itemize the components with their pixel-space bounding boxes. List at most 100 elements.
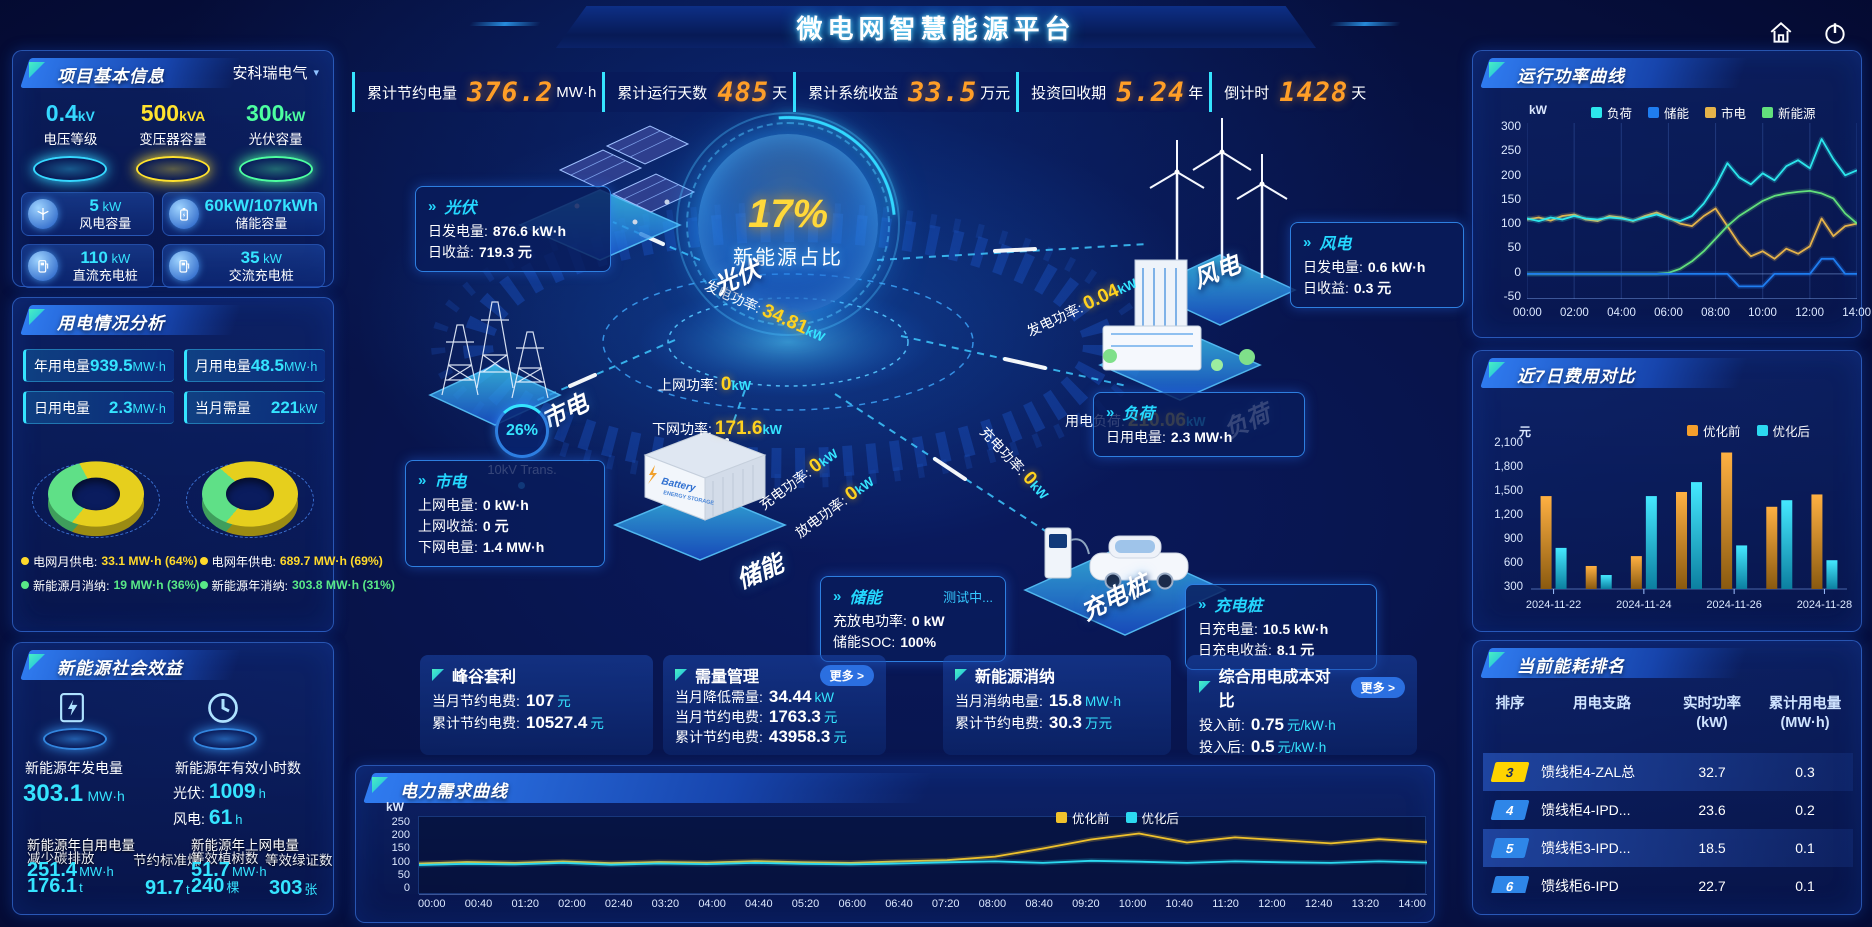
capacity-label: 交流充电桩 [228,267,294,283]
capacity-unit: kW [259,251,282,267]
benefit-value: 303.1 MW·h [23,780,125,807]
y-tick: 0 [403,881,410,894]
card-stat-row: 当月降低需量: 34.44 kW [675,687,874,707]
branch-name: 馈线柜6-IPD [1541,878,1619,893]
usage-stat-unit: MW·h [132,359,166,374]
usage-stat-value: 2.3MW·h [108,397,166,417]
x-tick: 09:20 [1072,898,1100,910]
capacity-pedestals: 0.4kV 电压等级 500kVA 变压器容量 300kW 光伏容量 [13,92,333,182]
capacity-card-text: 5 kW 风电容量 [64,196,147,231]
hub-dashed-ring [686,122,890,326]
x-tick: 04:40 [745,898,773,910]
table-row[interactable]: 3 馈线柜4-ZAL总 32.7 0.3 [1483,753,1853,791]
kpi-unit: MW·h [556,83,597,101]
legend-item[interactable]: 优化前 [1687,421,1741,440]
card-corner-icon [675,669,687,681]
pedestal-number: 300 [245,100,285,126]
card-title-row: 新能源消纳 [955,663,1159,687]
panel-power-curve: 运行功率曲线 kW 负荷 储能 市电 新能源 300 250 200 150 100 50 0 -5… [1472,50,1871,338]
card-demand-management: 需量管理 更多 > 当月降低需量: 34.44 kW 当月节约电费: 1763.3 元累计节约… [663,655,886,755]
legend-item[interactable]: 优化前 [1056,808,1110,827]
more-button[interactable]: 更多 > [819,664,874,686]
legend-swatch [1056,812,1067,823]
benefit-label: 等效绿证数 [265,853,333,868]
panel-title: 用电情况分析 [57,314,165,333]
panel-header: 近7日费用对比 [1477,354,1857,392]
pedestal-value: 500kVA [122,100,225,127]
hub-outer-ring [676,112,900,336]
kpi-label: 累计运行天数 [617,84,708,102]
legend-value: 303.8 MW·h (31%) [292,578,395,592]
arrow-icon: » [833,587,842,605]
infobox-grid: » 市电 上网电量: 0 kW·h 上网收益: 0 元 下网电量: 1.4 MW·h [405,460,605,567]
column-unit: (kW) [1696,715,1728,731]
cost-compare-legend: 优化前 优化后 [1687,421,1810,440]
x-tick: 2024-11-22 [1525,599,1582,611]
y-axis-label: kW [386,800,404,814]
stat-unit: 元 [590,716,604,731]
table-row[interactable]: 5 馈线柜3-IPD... 18.5 0.1 [1483,829,1853,867]
ranking-column-header: 用电支路 [1537,695,1667,733]
stat-label: 当月降低需量: [675,689,763,705]
rank-badge: 3 [1490,762,1530,782]
stat-unit: 元 [833,730,847,745]
y-tick: 50 [1507,240,1521,255]
x-tick: 03:20 [651,898,680,910]
demand-chart-plot [418,816,1428,895]
benefit-value: 176.1 t [27,875,83,897]
card-title-row: 峰谷套利 [432,663,641,687]
legend-item[interactable]: 新能源 [1762,103,1816,122]
stat-unit: MW·h [1084,694,1121,709]
legend-item[interactable]: 储能 [1648,103,1689,122]
power-curve-legend: 负荷 储能 市电 新能源 [1591,103,1816,122]
pedestal-value: 0.4kV [19,100,122,127]
legend-item[interactable]: 负荷 [1591,103,1632,122]
legend-name: 负荷 [1607,107,1633,121]
home-button[interactable] [1764,16,1798,50]
legend-value: 19 MW·h (36%) [113,578,200,592]
storage-status: 测试中... [943,589,993,605]
panel-cost-compare: 近7日费用对比 元 优化前 优化后 2,100 1,800 1,500 1,200 900… [1472,350,1862,632]
card-corner-icon [1199,681,1211,693]
legend-name: 新能源 [1778,107,1816,121]
column-title: 累计用电量 [1768,696,1842,712]
legend-name: 优化前 [1072,812,1110,826]
panel-title: 运行功率曲线 [1517,67,1625,86]
capacity-number: 60kW/107kWh [204,196,318,216]
stat-value: 0.5 [1250,737,1275,756]
x-tick: 13:20 [1351,898,1380,910]
legend-item[interactable]: 市电 [1705,103,1746,122]
donut-legend: 电网月供电: 33.1 MW·h (64%) 电网年供电: 689.7 MW·h … [13,542,395,594]
capacity-card: 60kW/107kWh 储能容量 [161,192,325,236]
table-row[interactable]: 6 馈线柜6-IPD 22.7 0.1 [1483,867,1853,893]
usage-stat-box: 日用电量 2.3MW·h [23,391,174,424]
stat-label: 投入前: [1199,717,1245,733]
legend-item[interactable]: 优化后 [1125,808,1179,827]
kpi-unit: 天 [1351,84,1367,102]
pedestal-glow [136,156,210,182]
ranking-column-header: 实时功率 (kW) [1667,695,1757,733]
capacity-label: 风电容量 [79,215,132,231]
x-tick: 06:00 [1654,307,1683,319]
company-dropdown[interactable]: 安科瑞电气 ▾ [232,62,319,83]
pedestal-value: 300kW [224,100,327,127]
benefit-generation: 新能源年发电量 303.1 MW·h [23,688,173,832]
usage-stats: 年用电量 939.5MW·h 月用电量 48.5MW·h 日用电量 2.3MW·h 当月需量… [13,339,333,424]
power-button[interactable] [1818,16,1852,50]
capacity-unit: kW [107,251,131,267]
stat-value: 1763.3 [768,707,821,726]
y-tick: 200 [391,829,410,842]
benefit-bottom-glitched-rows: 新能源年自用电量 减少碳排放 节约标准煤 251.4 MW·h 176.1 t 91… [13,834,333,899]
panel-usage-analysis: 用电情况分析 年用电量 939.5MW·h 月用电量 48.5MW·h 日用电量 2.3M… [12,297,395,632]
legend-item[interactable]: 优化后 [1756,421,1810,440]
x-tick: 06:40 [885,898,913,910]
more-button[interactable]: 更多 > [1350,676,1405,698]
infobox-wind: » 风电 日发电量: 0.6 kW·h 日收益: 0.3 元 [1290,222,1464,308]
benefit-label: 新能源年有效小时数 [175,760,301,776]
card-corner-icon [955,669,967,681]
x-tick: 10:00 [1118,898,1147,910]
table-row[interactable]: 4 馈线柜4-IPD... 23.6 0.2 [1483,791,1853,829]
kpi-label: 累计节约电量 [367,84,458,102]
capacity-label: 直流充电桩 [72,267,138,283]
card-title-row: 综合用电成本对比 更多 > [1199,663,1405,711]
